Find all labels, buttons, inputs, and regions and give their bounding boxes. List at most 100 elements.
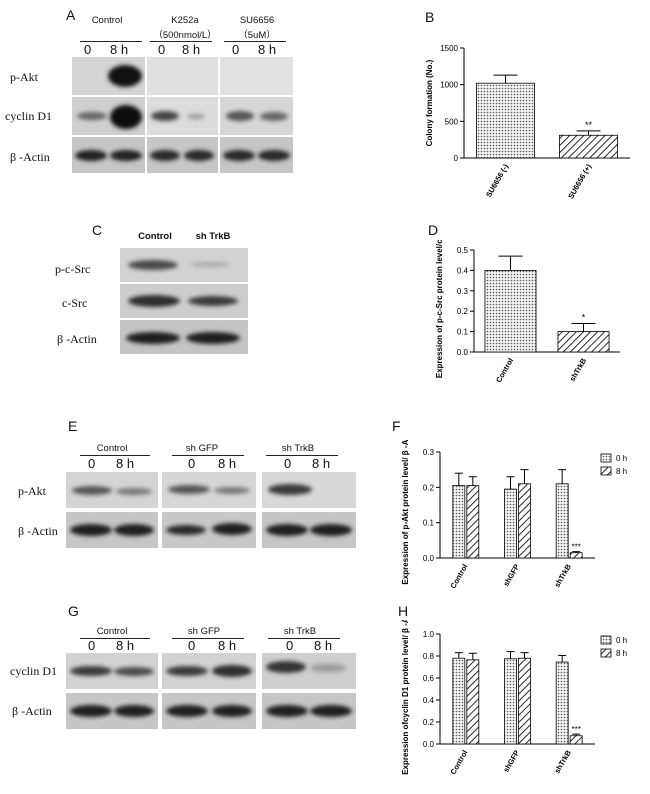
blot-a-tp-0: 0 [84,42,92,57]
significance-label: ** [585,120,593,130]
blot-e-group-control: Control [96,443,128,454]
bar [504,488,517,559]
y-tick-label: 0.6 [423,674,435,683]
y-axis-label: Expression of p-Akt protein level/ β -Ac… [401,440,410,585]
panel-letter-g: G [68,603,79,619]
panel-letter-f: F [392,418,401,434]
y-tick-label: 0 [454,154,459,163]
blot-e-row-pakt: p-Akt [18,484,46,498]
blot-c-group-shtrkb: sh TrkB [195,231,231,242]
blot-g-underline [172,638,244,639]
x-tick-label: SU6656 (-) [484,162,510,199]
blot-e-actin-control [66,512,158,548]
significance-label: * [582,312,586,322]
bar [559,134,618,159]
blot-g-actin-shgfp [162,693,256,729]
x-tick-label: Control [494,357,515,385]
bar [484,269,537,353]
y-tick-label: 0.0 [457,348,469,357]
blot-g-underline [80,638,150,639]
blot-a-pakt-su6656 [220,57,293,95]
blot-a-cyclind1-k252a [147,97,218,135]
blot-e-actin-shgfp [162,512,256,548]
x-tick-label: Control [448,563,469,591]
chart-d: 0.0 0.1 0.2 0.3 0.4 0.5 Expression of p-c-Src … [435,240,620,385]
legend-label: 8 h [616,649,627,658]
blot-c-row-actin: β -Actin [57,332,97,346]
y-tick-label: 0.0 [423,554,435,563]
x-tick-label: shGFP [501,749,521,774]
blot-a-group-su6656: SU6656 [239,15,275,26]
y-tick-label: 0.1 [457,328,469,337]
blot-e-actin-shtrkb [262,512,356,548]
y-tick-label: 0.2 [423,483,435,492]
y-tick-label: 0.3 [423,448,435,457]
blot-e-group-shtrkb: sh TrkB [281,443,315,454]
blot-a-tp-0: 0 [158,42,166,57]
chart-b: 0 500 1000 1500 Colony formation (No.) SU6656… [425,44,630,200]
y-axis-label: Expression ofcyclin D1 protein level/ β … [401,620,410,775]
blot-a-group-su6656-sublabel: （5uM） [238,30,276,41]
blot-e-tp-8h: 8 h [116,456,135,471]
blot-g-tp-0: 0 [286,638,294,653]
blot-g-underline [268,638,340,639]
blot-a-tp-8h: 8 h [110,42,129,57]
legend-swatch [600,648,612,658]
blot-e-tp-8h: 8 h [218,456,237,471]
bar [555,661,569,745]
bar [518,483,531,559]
y-tick-label: 0.5 [457,246,469,255]
x-tick-label: Control [448,749,469,777]
legend-swatch [600,466,612,476]
legend-label: 0 h [616,636,627,645]
significance-label: *** [571,543,580,552]
blot-a-pakt-k252a [147,57,218,95]
y-tick-label: 0.0 [423,740,435,749]
blot-e-group-shgfp: sh GFP [185,443,219,454]
bar [466,659,480,745]
blot-c-group-control: Control [138,231,172,242]
blot-g-cyclind1-shtrkb [262,653,356,689]
blot-c-row-csrc: c-Src [62,296,88,310]
blot-e-pakt-shgfp [162,472,256,508]
y-tick-label: 1000 [440,81,458,90]
x-tick-label: shGFP [501,563,521,588]
y-axis-label: Colony formation (No.) [425,59,434,146]
x-tick-label: SU6656 (+) [566,162,593,200]
blot-c-row-pcsrc: p-c-Src [55,262,91,276]
blot-e-underline [80,455,150,456]
significance-label: *** [571,725,580,734]
y-tick-label: 0.4 [457,266,469,275]
panel-letter-a: A [66,7,76,23]
legend-swatch [600,453,612,463]
y-tick-label: 1500 [440,44,458,53]
blot-e-row-actin: β -Actin [18,524,58,538]
y-tick-label: 0.2 [457,307,469,316]
y-tick-label: 0.1 [423,519,435,528]
blot-a-underline-su6656 [224,41,286,42]
bar [555,483,569,559]
blot-a-group-control: Control [91,15,123,26]
blot-a-tp-8h: 8 h [258,42,277,57]
blot-g-tp-0: 0 [188,638,196,653]
chart-h: 0.0 0.2 0.4 0.6 0.8 1.0 Expression ofcyclin D1… [401,620,627,777]
blot-a-row-cyclind1: cyclin D1 [5,109,52,123]
blot-a-cyclind1-su6656 [220,97,293,135]
blot-g-row-actin: β -Actin [12,704,52,718]
blot-c-csrc [120,284,248,318]
y-tick-label: 0.8 [423,652,435,661]
bar [504,658,517,745]
blot-e-tp-0: 0 [188,456,196,471]
blot-a-underline-k252a [150,41,212,42]
blot-g-tp-8h: 8 h [314,638,333,653]
panel-letter-h: H [398,603,409,619]
bar [557,331,610,353]
panel-letter-c: C [92,222,103,238]
y-tick-label: 1.0 [423,630,435,639]
blot-g-tp-0: 0 [88,638,96,653]
blot-g-actin-shtrkb [262,693,356,729]
legend-swatch [600,635,612,645]
blot-a-underline-control [80,41,142,42]
bar [518,657,531,745]
y-tick-label: 0.2 [423,718,435,727]
